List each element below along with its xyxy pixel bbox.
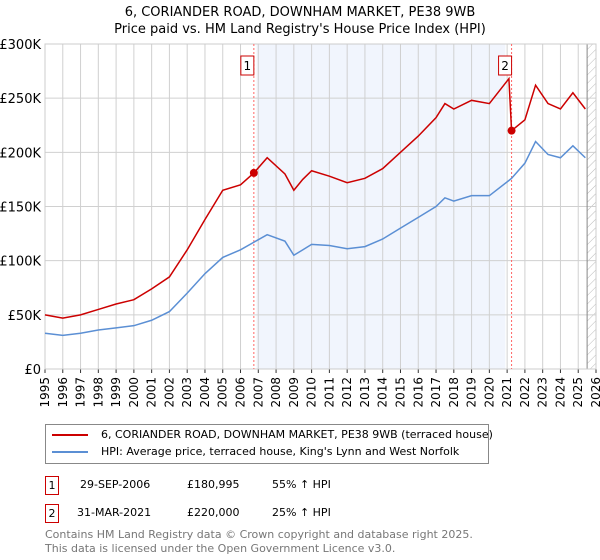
y-tick-label: £0: [24, 363, 41, 378]
series-line: [44, 140, 586, 337]
y-tick-label: £50K: [8, 309, 42, 324]
transaction-price: £180,995: [187, 478, 240, 491]
x-tick-label: 1996: [56, 377, 70, 408]
x-tick-label: 2011: [322, 377, 336, 408]
x-tick-label: 2013: [358, 377, 372, 408]
y-tick-label: £300K: [0, 38, 41, 53]
x-tick-label: 2017: [429, 377, 443, 408]
marker-label: 2: [501, 59, 509, 73]
transaction-date: 31-MAR-2021: [77, 506, 152, 519]
x-tick-label: 2005: [216, 377, 230, 408]
x-tick-label: 2002: [162, 377, 176, 408]
y-tick-label: £150K: [0, 201, 41, 216]
plot-border: [44, 43, 597, 370]
marker-box: [498, 55, 513, 76]
legend-label: 6, CORIANDER ROAD, DOWNHAM MARKET, PE38 …: [101, 428, 493, 441]
title-line: 6, CORIANDER ROAD, DOWNHAM MARKET, PE38 …: [124, 5, 476, 20]
footer-line: Contains HM Land Registry data © Crown c…: [45, 528, 473, 541]
x-tick-label: 2004: [198, 377, 212, 408]
x-tick-label: 2022: [518, 377, 532, 408]
x-tick-label: 2001: [145, 377, 159, 408]
x-tick-label: 2008: [269, 377, 283, 408]
x-tick-label: 2012: [340, 377, 354, 408]
x-tick-label: 2024: [553, 377, 567, 408]
legend: 6, CORIANDER ROAD, DOWNHAM MARKET, PE38 …: [45, 424, 493, 464]
x-tick-label: 2000: [127, 377, 141, 408]
subtitle-line: Price paid vs. HM Land Registry's House …: [114, 22, 486, 37]
x-tick-label: 2003: [180, 377, 194, 408]
marker-box: [240, 55, 255, 76]
plot-area: 1995 1996 1997 1998 1999 2000 2001 2002 2003 2004…: [0, 38, 600, 408]
x-tick-label: 1995: [38, 377, 52, 408]
chart-title: 6, CORIANDER ROAD, DOWNHAM MARKET, PE38 …: [0, 4, 600, 38]
sale-point: [249, 168, 258, 177]
transaction-hpi: 25% ↑ HPI: [272, 506, 331, 519]
legend-item-hpi: HPI: Average price, terraced house, King…: [52, 444, 459, 460]
x-tick-label: 2009: [287, 377, 301, 408]
y-tick-label: £250K: [0, 92, 41, 107]
marker-badge: 1: [45, 476, 59, 495]
y-tick-label: £100K: [0, 255, 41, 270]
x-tick-label: 2019: [465, 377, 479, 408]
x-tick-label: 1997: [74, 377, 88, 408]
legend-item-property: 6, CORIANDER ROAD, DOWNHAM MARKET, PE38 …: [52, 427, 493, 443]
x-tick-label: 2010: [305, 377, 319, 408]
x-tick-label: 2018: [447, 377, 461, 408]
marker-badge: 2: [45, 504, 59, 523]
footer: Contains HM Land Registry data © Crown c…: [45, 528, 473, 556]
legend-swatch-blue: [52, 451, 88, 453]
sale-point: [507, 126, 516, 135]
marker-label: 1: [244, 59, 252, 73]
x-tick-label: 2006: [234, 377, 248, 408]
x-tick-label: 2015: [393, 377, 407, 408]
transaction-price: £220,000: [187, 506, 240, 519]
x-tick-label: 2025: [571, 377, 585, 408]
legend-swatch-red: [52, 434, 88, 436]
x-tick-label: 2026: [589, 377, 600, 408]
transaction-date: 29-SEP-2006: [80, 478, 151, 491]
x-tick-label: 2020: [482, 377, 496, 408]
transaction-row: 2 31-MAR-2021 £220,000 25% ↑ HPI: [45, 504, 445, 524]
x-tick-label: 2021: [500, 377, 514, 408]
transaction-row: 1 29-SEP-2006 £180,995 55% ↑ HPI: [45, 476, 445, 496]
x-tick-label: 2016: [411, 377, 425, 408]
transaction-hpi: 55% ↑ HPI: [272, 478, 331, 491]
x-tick-label: 2007: [251, 377, 265, 408]
x-tick-label: 2023: [536, 377, 550, 408]
x-tick-label: 1998: [91, 377, 105, 408]
legend-label: HPI: Average price, terraced house, King…: [101, 445, 460, 458]
footer-line: This data is licensed under the Open Gov…: [45, 542, 396, 555]
x-tick-label: 1999: [109, 377, 123, 408]
x-tick-label: 2014: [376, 377, 390, 408]
y-tick-label: £200K: [0, 146, 41, 161]
